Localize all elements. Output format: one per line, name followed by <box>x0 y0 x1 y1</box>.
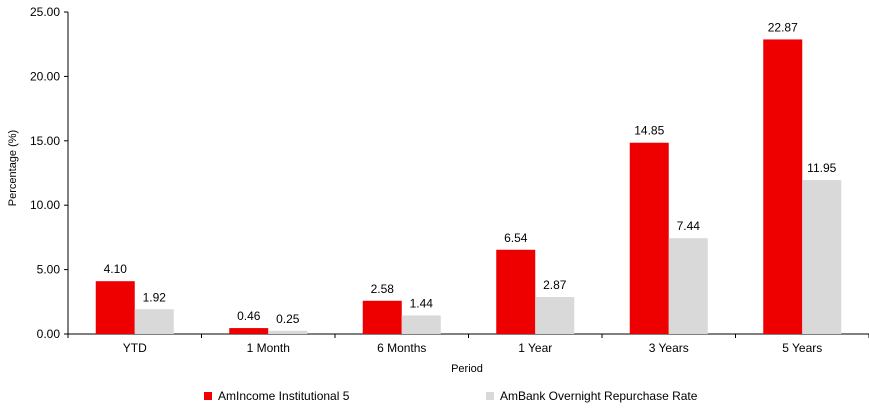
data-label-series-2: 1.92 <box>143 290 167 304</box>
bar-series-2 <box>268 330 308 334</box>
y-tick-label: 5.00 <box>37 263 61 277</box>
x-tick-label: 3 Years <box>649 341 689 355</box>
y-tick-label: 0.00 <box>37 327 61 341</box>
x-axis-title: Period <box>451 363 483 375</box>
y-axis: 0.00 5.00 10.00 15.00 20.00 25.00 <box>30 5 69 341</box>
legend-swatch-series-1 <box>204 392 212 400</box>
data-labels: 4.10 0.46 2.58 6.54 14.85 22.87 1.92 0.25 1.44 2.… <box>104 20 837 325</box>
y-tick-label: 10.00 <box>30 198 60 212</box>
bar-series-2 <box>134 309 174 334</box>
legend-label-series-1: AmIncome Institutional 5 <box>218 389 350 403</box>
x-axis: YTD 1 Month 6 Months 1 Year 3 Years 5 Years <box>67 333 869 355</box>
x-tick-label: 1 Year <box>518 341 552 355</box>
data-label-series-2: 11.95 <box>807 161 836 175</box>
legend-label-series-2: AmBank Overnight Repurchase Rate <box>500 389 698 403</box>
bar-series-2 <box>535 297 575 334</box>
y-tick-label: 15.00 <box>30 134 60 148</box>
x-tick-label: 1 Month <box>247 341 290 355</box>
data-label-series-2: 7.44 <box>677 219 701 233</box>
data-label-series-1: 22.87 <box>768 20 798 34</box>
bar-series-1 <box>229 328 269 334</box>
bars <box>95 39 842 335</box>
legend-item-series-2: AmBank Overnight Repurchase Rate <box>486 389 697 403</box>
data-label-series-1: 6.54 <box>504 231 528 245</box>
legend: AmIncome Institutional 5 AmBank Overnigh… <box>0 389 869 407</box>
x-tick-label: 5 Years <box>782 341 822 355</box>
data-label-series-1: 14.85 <box>634 124 664 138</box>
x-tick-label: YTD <box>123 341 147 355</box>
data-label-series-2: 1.44 <box>410 296 434 310</box>
legend-item-series-1: AmIncome Institutional 5 <box>204 389 349 403</box>
data-label-series-2: 0.25 <box>276 312 300 326</box>
bar-series-1 <box>362 300 402 334</box>
x-tick-label: 6 Months <box>377 341 426 355</box>
bar-series-2 <box>802 180 842 334</box>
data-label-series-1: 2.58 <box>371 282 395 296</box>
data-label-series-1: 4.10 <box>104 262 128 276</box>
bar-series-1 <box>95 281 135 334</box>
y-tick-label: 25.00 <box>30 5 60 19</box>
data-label-series-1: 0.46 <box>237 309 261 323</box>
bar-series-2 <box>668 238 708 334</box>
bar-series-1 <box>629 142 669 334</box>
bar-series-1 <box>763 39 803 335</box>
bar-series-1 <box>496 249 536 334</box>
y-axis-title: Percentage (%) <box>7 130 19 206</box>
y-tick-label: 20.00 <box>30 69 60 83</box>
bar-series-2 <box>401 315 441 334</box>
data-label-series-2: 2.87 <box>543 278 567 292</box>
legend-swatch-series-2 <box>486 392 494 400</box>
